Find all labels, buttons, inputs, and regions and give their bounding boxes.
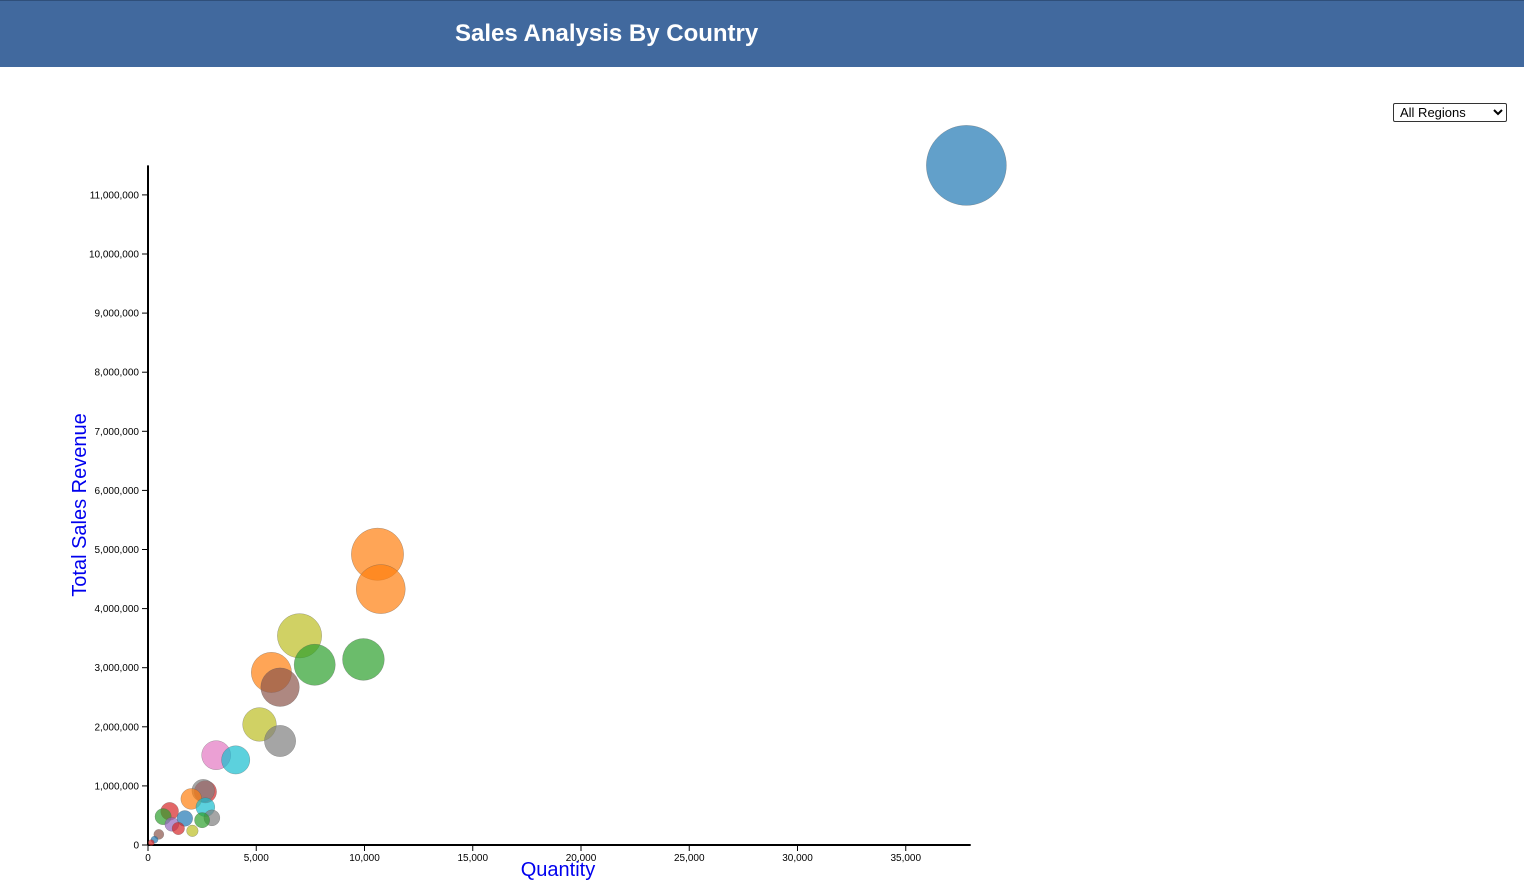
country-bubble[interactable]: [176, 810, 193, 827]
country-bubble[interactable]: [171, 821, 185, 835]
country-bubble[interactable]: [221, 745, 251, 775]
header-bar: Sales Analysis By Country: [0, 0, 1524, 67]
y-tick-label: 0: [133, 841, 139, 852]
y-tick-label: 6,000,000: [95, 486, 140, 497]
y-tick-label: 2,000,000: [95, 722, 140, 733]
bubble-layer: [147, 125, 1007, 846]
x-tick-label: 20,000: [566, 853, 597, 864]
x-tick-label: 5,000: [244, 853, 269, 864]
y-tick-label: 7,000,000: [95, 427, 140, 438]
country-bubble[interactable]: [186, 824, 199, 837]
country-bubble[interactable]: [293, 643, 336, 686]
y-tick-label: 4,000,000: [95, 604, 140, 615]
country-bubble[interactable]: [355, 564, 406, 614]
y-tick-label: 1,000,000: [95, 781, 140, 792]
region-filter-select[interactable]: All Regions: [1393, 103, 1507, 122]
x-axis: 0 5,000 10,000 15,000 20,000 25,000 30,000 35,0…: [145, 844, 971, 864]
country-bubble[interactable]: [342, 638, 385, 681]
y-axis-title: Total Sales Revenue: [69, 413, 91, 596]
country-bubble[interactable]: [260, 667, 300, 707]
x-tick-label: 15,000: [457, 853, 488, 864]
y-tick-label: 8,000,000: [95, 368, 140, 379]
page-title: Sales Analysis By Country: [455, 20, 759, 47]
y-tick-label: 3,000,000: [95, 663, 140, 674]
country-bubble[interactable]: [264, 725, 296, 757]
x-tick-label: 30,000: [782, 853, 813, 864]
country-bubble[interactable]: [194, 812, 211, 829]
country-bubble[interactable]: [926, 125, 1007, 206]
y-tick-label: 11,000,000: [90, 190, 140, 201]
x-tick-label: 10,000: [349, 853, 380, 864]
y-axis: 0 1,000,000 2,000,000 3,000,000 4,000,000 5,0…: [89, 165, 149, 852]
country-bubble[interactable]: [147, 839, 155, 846]
x-tick-label: 35,000: [890, 853, 921, 864]
y-tick-label: 5,000,000: [95, 545, 140, 556]
y-tick-label: 10,000,000: [89, 250, 139, 261]
x-tick-label: 0: [145, 853, 151, 864]
y-tick-label: 9,000,000: [95, 309, 140, 320]
x-axis-title: Quantity: [521, 859, 595, 881]
x-tick-label: 25,000: [674, 853, 705, 864]
